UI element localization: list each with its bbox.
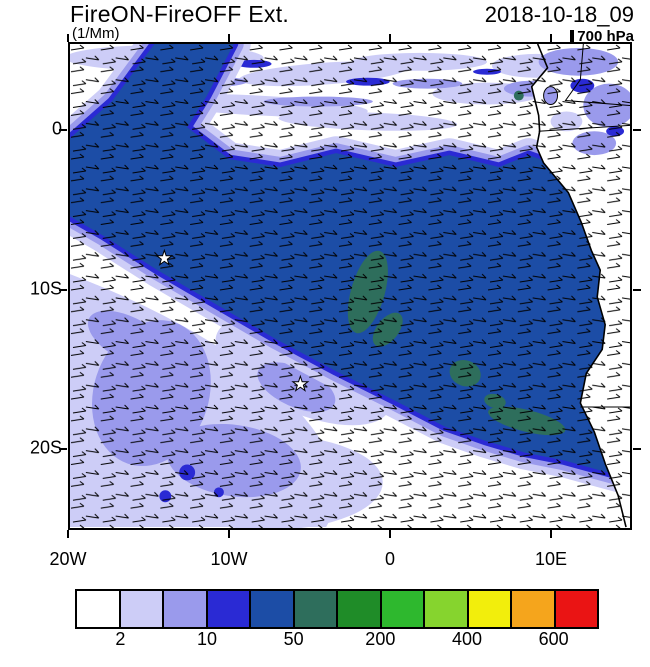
lat-tick-label: 10S — [29, 277, 62, 298]
colorbar-cell — [381, 591, 425, 627]
axis-tick — [59, 129, 67, 131]
colorbar-cell — [77, 591, 121, 627]
colorbar-labels: 2 10 50 200 400 600 — [77, 629, 597, 651]
axis-tick — [389, 34, 391, 42]
axis-tick — [550, 530, 552, 538]
axis-tick — [228, 530, 230, 538]
colorbar-tick-label: 400 — [451, 629, 483, 649]
wind-barb-legend-icon — [570, 30, 575, 43]
axis-tick — [633, 288, 641, 291]
colorbar-cell — [425, 591, 469, 627]
colorbar-cell — [555, 591, 597, 627]
colorbar-tick-label: 600 — [538, 629, 569, 649]
colorbar-cell — [120, 591, 164, 627]
colorbar-cells — [75, 589, 599, 629]
axis-tick — [67, 530, 69, 538]
colorbar-cell — [468, 591, 512, 627]
page-title: FireON-FireOFF Ext. — [70, 1, 290, 27]
axis-tick — [633, 448, 641, 450]
colorbar-cell — [512, 591, 556, 627]
map-panel — [68, 42, 632, 530]
timestamp-label: 2018-10-18_09 — [484, 2, 634, 27]
wind-barb-field — [70, 44, 630, 528]
pressure-level-label: 700 hPa — [570, 28, 634, 45]
star-marker — [291, 374, 310, 392]
colorbar-cell — [164, 591, 208, 627]
lon-tick-label: 10W — [210, 549, 248, 569]
lon-tick-label: 20W — [49, 549, 87, 569]
star-marker — [155, 248, 174, 266]
colorbar-cell — [207, 591, 251, 627]
axis-tick — [67, 34, 69, 42]
colorbar-tick-label: 50 — [283, 629, 304, 649]
colorbar-cell — [338, 591, 382, 627]
colorbar-tick-label: 10 — [196, 629, 218, 649]
lon-tick-label: 10E — [534, 549, 568, 569]
lon-tick-label: 0 — [384, 549, 396, 569]
colorbar-cell — [294, 591, 338, 627]
colorbar-tick-label: 200 — [365, 629, 396, 649]
map-canvas — [70, 44, 630, 528]
lat-tick-label: 0 — [51, 118, 62, 139]
colorbar-cell — [251, 591, 295, 627]
units-label: (1/Mm) — [72, 25, 120, 42]
axis-tick — [389, 530, 391, 538]
colorbar-tick-label: 2 — [115, 629, 126, 649]
axis-tick — [633, 129, 641, 131]
pressure-level-text: 700 hPa — [577, 28, 634, 45]
axis-tick — [59, 288, 67, 291]
axis-tick — [550, 34, 552, 42]
axis-tick — [228, 34, 230, 42]
lat-tick-label: 20S — [29, 437, 62, 458]
axis-tick — [59, 448, 67, 450]
